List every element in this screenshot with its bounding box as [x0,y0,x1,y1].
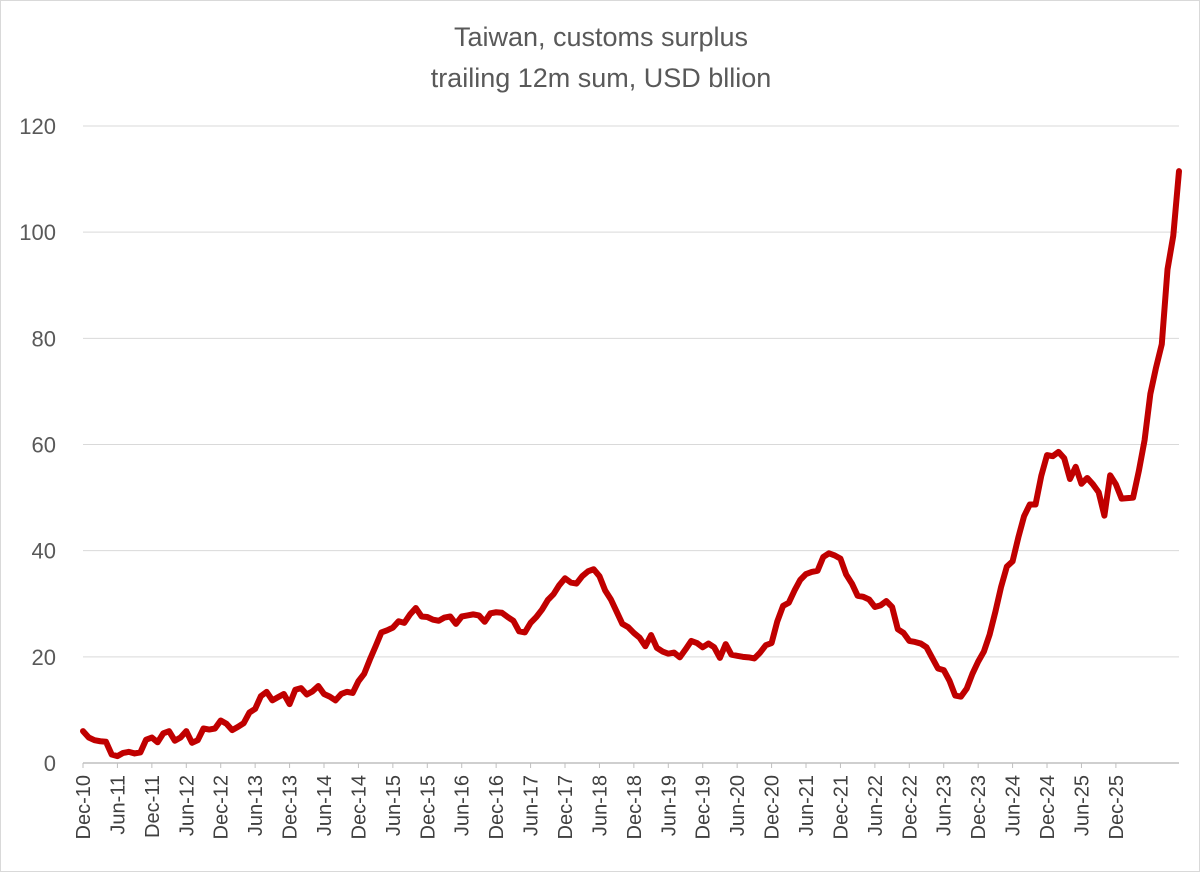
y-tick-label: 20 [32,645,56,670]
series-line [80,168,1182,760]
x-tick-label: Jun-20 [727,775,749,836]
x-tick-label: Dec-11 [142,775,164,838]
x-tick-label: Jun-16 [452,775,474,836]
y-tick-label: 60 [32,433,56,458]
x-tick-label: Dec-16 [486,775,508,839]
x-tick-label: Jun-23 [934,775,956,836]
x-tick-label: Jun-21 [796,775,818,836]
gridlines [83,125,1179,764]
x-tick-label: Jun-11 [107,775,129,835]
x-tick-label: Dec-10 [73,775,95,839]
x-tick-label: Jun-17 [521,775,543,836]
x-tick-label: Jun-19 [658,775,680,836]
x-tick-label: Dec-25 [1106,775,1128,839]
x-tick-label: Jun-13 [245,775,267,836]
x-tick-label: Dec-12 [211,775,233,839]
x-tick-label: Jun-24 [1003,775,1025,836]
x-tick-label: Jun-14 [314,775,336,836]
x-tick-label: Jun-22 [865,775,887,836]
x-tick-label: Jun-25 [1071,775,1093,836]
x-tick-label: Dec-21 [830,775,852,839]
y-tick-label: 80 [32,326,56,351]
x-tick-label: Dec-15 [417,775,439,839]
x-tick-label: Jun-12 [176,775,198,836]
x-tick-label: Dec-23 [968,775,990,839]
y-axis-ticks: 0 20 40 60 80 100 120 [19,114,56,776]
y-tick-label: 100 [19,220,56,245]
x-tick-label: Jun-18 [589,775,611,836]
x-tick-label: Dec-14 [348,775,370,839]
x-tick-label: Dec-22 [899,775,921,839]
x-tick-label: Dec-19 [693,775,715,839]
x-tick-label: Dec-17 [555,775,577,839]
x-tick-label: Dec-13 [280,775,302,839]
x-tick-label: Dec-20 [762,775,784,839]
chart-title-line-1: Taiwan, customs surplus [454,22,748,52]
y-tick-label: 120 [19,114,56,139]
y-tick-label: 0 [44,751,56,776]
x-tick-label: Dec-18 [624,775,646,839]
chart-title-line-2: trailing 12m sum, USD bllion [431,63,772,93]
x-tick-label: Dec-24 [1037,775,1059,839]
x-tick-label: Jun-15 [383,775,405,836]
x-axis-ticks: Dec-10 Jun-11 Dec-11 Jun-12 Dec-12 Jun-13 Dec-… [73,763,1128,839]
y-tick-label: 40 [32,539,56,564]
